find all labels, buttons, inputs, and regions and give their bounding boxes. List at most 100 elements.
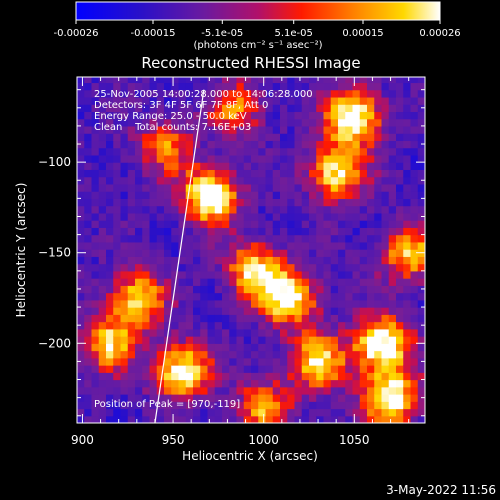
heatmap-cell (113, 205, 122, 214)
heatmap-cell (352, 118, 361, 127)
heatmap-cell (77, 118, 85, 127)
heatmap-cell (265, 278, 274, 286)
heatmap-cell (106, 401, 114, 410)
heatmap-cell (214, 292, 223, 301)
heatmap-cell (381, 104, 390, 113)
heatmap-cell (272, 365, 281, 373)
heatmap-cell (287, 263, 296, 272)
heatmap-cell (222, 133, 230, 142)
heatmap-cell (388, 292, 397, 301)
heatmap-cell (135, 379, 143, 388)
heatmap-cell (352, 350, 361, 359)
heatmap-cell (287, 270, 296, 279)
heatmap-cell (345, 278, 354, 286)
heatmap-cell (381, 278, 390, 286)
heatmap-cell (396, 408, 404, 417)
heatmap-cell (265, 379, 274, 388)
heatmap-cell (301, 415, 310, 423)
heatmap-cell (178, 96, 187, 105)
heatmap-cell (214, 386, 223, 395)
heatmap-cell (258, 249, 267, 257)
heatmap-cell (135, 314, 143, 323)
heatmap-cell (338, 365, 346, 373)
heatmap-cell (417, 89, 425, 98)
heatmap-cell (229, 96, 238, 105)
heatmap-cell (251, 401, 259, 410)
heatmap-cell (251, 89, 259, 98)
heatmap-cell (149, 270, 158, 279)
heatmap-cell (251, 292, 259, 301)
heatmap-cell (84, 328, 93, 337)
heatmap-cell (106, 336, 114, 344)
heatmap-cell (77, 198, 85, 207)
heatmap-cell (280, 336, 288, 344)
heatmap-cell (164, 111, 172, 120)
heatmap-cell (120, 372, 129, 381)
heatmap-cell (142, 140, 151, 149)
heatmap-cell (156, 321, 165, 330)
heatmap-cell (396, 198, 404, 207)
heatmap-cell (142, 328, 151, 337)
heatmap-cell (120, 321, 129, 330)
heatmap-cell (374, 111, 383, 120)
heatmap-cell (258, 183, 267, 192)
heatmap-cell (403, 140, 412, 149)
heatmap-cell (323, 408, 332, 417)
heatmap-cell (106, 198, 114, 207)
heatmap-cell (367, 270, 375, 279)
heatmap-cell (381, 357, 390, 366)
heatmap-cell (272, 328, 281, 337)
heatmap-cell (214, 415, 223, 423)
heatmap-cell (178, 104, 187, 113)
heatmap-cell (251, 140, 259, 149)
heatmap-cell (185, 234, 194, 243)
heatmap-cell (171, 408, 180, 417)
heatmap-cell (222, 104, 230, 113)
heatmap-cell (91, 104, 100, 113)
heatmap-cell (178, 321, 187, 330)
heatmap-cell (106, 357, 114, 366)
heatmap-cell (258, 191, 267, 199)
heatmap-cell (156, 198, 165, 207)
heatmap-cell (323, 372, 332, 381)
heatmap-cell (185, 394, 194, 402)
heatmap-cell (185, 336, 194, 344)
heatmap-cell (207, 372, 216, 381)
heatmap-cell (243, 183, 252, 192)
heatmap-cell (113, 365, 122, 373)
heatmap-cell (265, 270, 274, 279)
heatmap-cell (272, 162, 281, 170)
heatmap-cell (98, 415, 107, 423)
heatmap-cell (403, 350, 412, 359)
heatmap-cell (120, 292, 129, 301)
heatmap-cell (359, 314, 368, 323)
heatmap-cell (185, 227, 194, 236)
heatmap-cell (280, 328, 288, 337)
heatmap-cell (381, 111, 390, 120)
heatmap-cell (280, 162, 288, 170)
heatmap-cell (127, 176, 136, 185)
heatmap-cell (287, 343, 296, 352)
heatmap-cell (359, 350, 368, 359)
heatmap-cell (207, 263, 216, 272)
heatmap-cell (258, 357, 267, 366)
heatmap-cell (251, 147, 259, 156)
heatmap-cell (345, 220, 354, 228)
heatmap-cell (251, 227, 259, 236)
heatmap-cell (417, 270, 425, 279)
heatmap-cell (367, 408, 375, 417)
heatmap-cell (236, 96, 245, 105)
heatmap-cell (338, 285, 346, 294)
heatmap-cell (185, 133, 194, 142)
heatmap-cell (207, 147, 216, 156)
heatmap-cell (374, 234, 383, 243)
heatmap-cell (135, 401, 143, 410)
heatmap-cell (294, 285, 303, 294)
heatmap-cell (316, 263, 325, 272)
heatmap-cell (417, 415, 425, 423)
heatmap-cell (309, 372, 317, 381)
heatmap-cell (316, 77, 325, 84)
heatmap-cell (251, 365, 259, 373)
heatmap-cell (403, 183, 412, 192)
heatmap-cell (316, 89, 325, 98)
